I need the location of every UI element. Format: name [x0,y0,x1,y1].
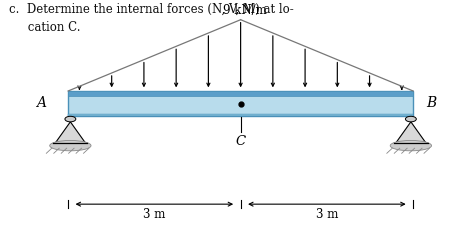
Text: C: C [236,134,246,147]
Circle shape [405,117,416,122]
Polygon shape [56,122,85,143]
Text: 3 m: 3 m [316,207,338,220]
Bar [68,92,413,117]
Polygon shape [396,122,426,143]
Bar [68,115,413,117]
Bar [68,92,413,96]
Text: 3 m: 3 m [143,207,166,220]
Circle shape [65,117,76,122]
Text: 9 kN/m: 9 kN/m [223,4,267,17]
Text: cation C.: cation C. [9,21,80,34]
Text: c.  Determine the internal forces (N, V, M) at lo-: c. Determine the internal forces (N, V, … [9,2,294,15]
Ellipse shape [390,141,431,151]
Text: B: B [426,96,436,110]
Text: A: A [36,96,46,110]
Ellipse shape [50,141,91,151]
